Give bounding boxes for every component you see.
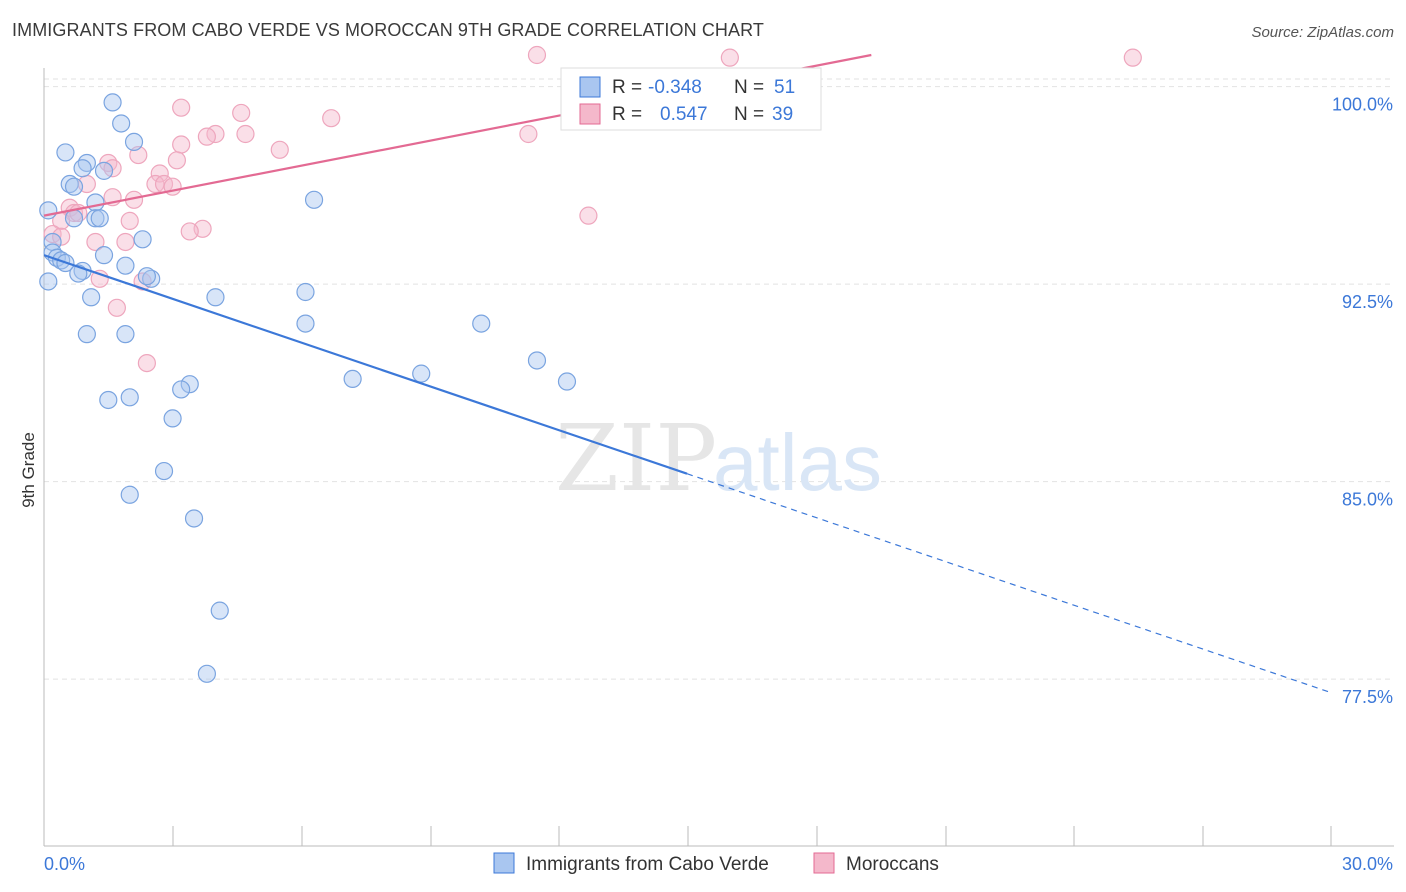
cabo-verde-point bbox=[206, 288, 225, 307]
bottom-legend-label-2: Moroccans bbox=[846, 854, 939, 875]
cabo-verde-point bbox=[120, 485, 139, 504]
cabo-verde-point bbox=[116, 256, 135, 275]
moroccans-point bbox=[519, 124, 538, 144]
moroccans-point bbox=[172, 135, 191, 154]
legend-n-value-2: 39 bbox=[772, 104, 793, 125]
cabo-verde-point bbox=[296, 314, 315, 333]
moroccans-point bbox=[137, 354, 156, 373]
x-tick-label-max: 30.0% bbox=[1342, 854, 1393, 874]
cabo-verde-point bbox=[116, 325, 135, 344]
cabo-verde-point bbox=[77, 325, 96, 344]
moroccans-point bbox=[1123, 48, 1142, 67]
cabo-verde-point bbox=[163, 409, 182, 428]
watermark: ZIP atlas bbox=[555, 405, 882, 512]
cabo-verde-point bbox=[343, 369, 362, 388]
cabo-verde-point bbox=[103, 93, 122, 112]
cabo-verde-point bbox=[39, 201, 58, 220]
cabo-verde-point bbox=[56, 143, 75, 162]
moroccans-point bbox=[720, 48, 739, 67]
moroccans-point bbox=[527, 45, 547, 65]
cabo-verde-point bbox=[180, 375, 199, 394]
moroccans-point bbox=[270, 140, 289, 159]
cabo-verde-point bbox=[184, 509, 204, 528]
moroccans-point bbox=[120, 211, 139, 230]
cabo-verde-point bbox=[112, 114, 131, 133]
series-legend: Immigrants from Cabo Verde Moroccans bbox=[493, 852, 939, 875]
moroccans-point bbox=[107, 298, 126, 317]
cabo-verde-point bbox=[304, 190, 324, 209]
legend-swatch-blue bbox=[579, 76, 601, 98]
chart-title: IMMIGRANTS FROM CABO VERDE VS MOROCCAN 9… bbox=[12, 20, 764, 40]
legend-swatch-pink bbox=[579, 103, 601, 125]
watermark-zip: ZIP bbox=[555, 405, 717, 512]
moroccans-point bbox=[322, 109, 341, 128]
y-tick-label: 100.0% bbox=[1332, 95, 1393, 115]
trend-lines bbox=[43, 53, 1331, 693]
cabo-verde-point bbox=[64, 209, 84, 228]
y-tick-label: 77.5% bbox=[1342, 687, 1393, 707]
cabo-verde-point bbox=[73, 159, 92, 178]
moroccans-point bbox=[180, 222, 199, 241]
cabo-verde-point bbox=[99, 390, 118, 410]
cabo-verde-point bbox=[124, 132, 144, 151]
y-tick-label: 92.5% bbox=[1342, 292, 1393, 312]
moroccans-point bbox=[150, 164, 169, 183]
cabo-verde-point bbox=[472, 314, 491, 333]
moroccans-point bbox=[167, 151, 186, 170]
cabo-verde-point bbox=[120, 388, 139, 407]
watermark-atlas: atlas bbox=[713, 418, 882, 507]
cabo-verde-point bbox=[137, 267, 156, 286]
cabo-verde-point bbox=[172, 380, 191, 399]
moroccans-point bbox=[52, 227, 71, 246]
cabo-verde-point bbox=[133, 230, 152, 249]
cabo-verde-trend-extension bbox=[686, 473, 1331, 693]
bottom-legend-swatch-blue bbox=[493, 852, 515, 874]
cabo-verde-point bbox=[197, 664, 216, 683]
cabo-verde-point bbox=[154, 461, 174, 481]
cabo-verde-trend-line bbox=[43, 254, 688, 475]
y-tick-label: 85.0% bbox=[1342, 490, 1393, 510]
bottom-legend-swatch-pink bbox=[813, 852, 835, 874]
y-axis-label: 9th Grade bbox=[19, 432, 38, 508]
gridlines bbox=[44, 78, 1394, 680]
legend-n-label-2: N = bbox=[734, 104, 764, 125]
legend-n-value-1: 51 bbox=[774, 77, 795, 98]
legend-r-value-2: 0.547 bbox=[660, 104, 708, 125]
cabo-verde-point bbox=[94, 246, 114, 265]
cabo-verde-points bbox=[39, 93, 577, 683]
legend-n-label-1: N = bbox=[734, 77, 764, 98]
source-attribution: Source: ZipAtlas.com bbox=[1251, 24, 1394, 41]
cabo-verde-point bbox=[82, 288, 101, 307]
moroccans-point bbox=[232, 103, 251, 123]
legend-r-label-2: R = bbox=[612, 104, 642, 125]
moroccans-point bbox=[172, 98, 191, 117]
legend-r-value-1: -0.348 bbox=[648, 77, 702, 98]
cabo-verde-point bbox=[64, 177, 84, 196]
cabo-verde-point bbox=[94, 161, 114, 180]
cabo-verde-point bbox=[90, 209, 109, 228]
cabo-verde-point bbox=[210, 601, 229, 620]
cabo-verde-point bbox=[39, 272, 58, 291]
correlation-legend: R = -0.348 N = 51 R = 0.547 N = 39 bbox=[560, 67, 822, 131]
moroccans-point bbox=[579, 206, 598, 225]
cabo-verde-point bbox=[557, 372, 577, 391]
moroccans-point bbox=[197, 127, 216, 146]
cabo-verde-point bbox=[412, 364, 431, 383]
moroccans-point bbox=[116, 232, 135, 252]
cabo-verde-point bbox=[527, 351, 547, 370]
axes: 77.5% 85.0% 92.5% 100.0% 0.0% 30.0% bbox=[43, 68, 1394, 874]
bottom-legend-label-1: Immigrants from Cabo Verde bbox=[526, 854, 769, 875]
moroccans-point bbox=[236, 124, 255, 144]
cabo-verde-point bbox=[296, 282, 315, 302]
cabo-verde-point bbox=[86, 209, 105, 228]
x-tick-label-min: 0.0% bbox=[44, 854, 85, 874]
legend-r-label-1: R = bbox=[612, 77, 642, 98]
moroccans-point bbox=[86, 232, 105, 252]
cabo-verde-point bbox=[86, 193, 105, 212]
